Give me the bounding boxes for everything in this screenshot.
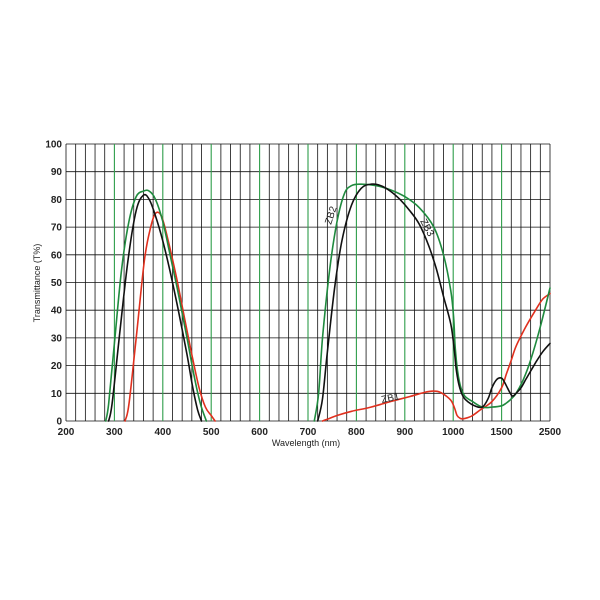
y-tick-label: 90 bbox=[51, 167, 63, 178]
series-zb3-curve bbox=[107, 193, 203, 422]
series-zb2-curve bbox=[104, 189, 208, 422]
x-axis-label: Wavelength (nm) bbox=[272, 438, 340, 448]
y-tick-label: 70 bbox=[51, 223, 63, 234]
y-tick-label: 30 bbox=[51, 333, 63, 344]
series-zb1-curve bbox=[124, 211, 216, 422]
x-tick-label: 1500 bbox=[490, 427, 513, 438]
series-curves bbox=[104, 183, 551, 422]
x-tick-labels: 200 300 400 500 600 700 800 900 1000 1500 2500 bbox=[58, 427, 562, 438]
x-tick-label: 2500 bbox=[539, 427, 562, 438]
series-zb1-curve bbox=[321, 292, 551, 422]
y-axis-label: Transmittance (T%) bbox=[32, 244, 42, 323]
x-tick-label: 800 bbox=[348, 427, 365, 438]
x-tick-label: 700 bbox=[300, 427, 317, 438]
y-tick-labels: 0 10 20 30 40 50 60 70 80 90 100 bbox=[45, 140, 62, 428]
x-tick-label: 500 bbox=[203, 427, 220, 438]
x-tick-label: 600 bbox=[251, 427, 268, 438]
y-tick-label: 20 bbox=[51, 361, 63, 372]
series-zb2-curve bbox=[313, 183, 551, 422]
series-label-zb3: ZB3 bbox=[417, 217, 436, 239]
y-tick-label: 40 bbox=[51, 306, 63, 317]
y-tick-label: 80 bbox=[51, 195, 63, 206]
x-tick-label: 400 bbox=[154, 427, 171, 438]
y-tick-label: 0 bbox=[56, 417, 62, 428]
grid-lines bbox=[65, 143, 551, 422]
series-zb3-curve bbox=[316, 183, 551, 422]
y-tick-label: 50 bbox=[51, 278, 63, 289]
y-tick-label: 10 bbox=[51, 389, 63, 400]
x-tick-label: 900 bbox=[396, 427, 413, 438]
y-tick-label: 100 bbox=[45, 140, 62, 151]
x-tick-label: 1000 bbox=[442, 427, 465, 438]
curve-labels: ZB2 ZB3 ZB1 bbox=[323, 205, 435, 406]
series-label-zb1: ZB1 bbox=[380, 391, 401, 406]
x-tick-label: 200 bbox=[58, 427, 75, 438]
y-tick-label: 60 bbox=[51, 250, 63, 261]
x-tick-label: 300 bbox=[106, 427, 123, 438]
